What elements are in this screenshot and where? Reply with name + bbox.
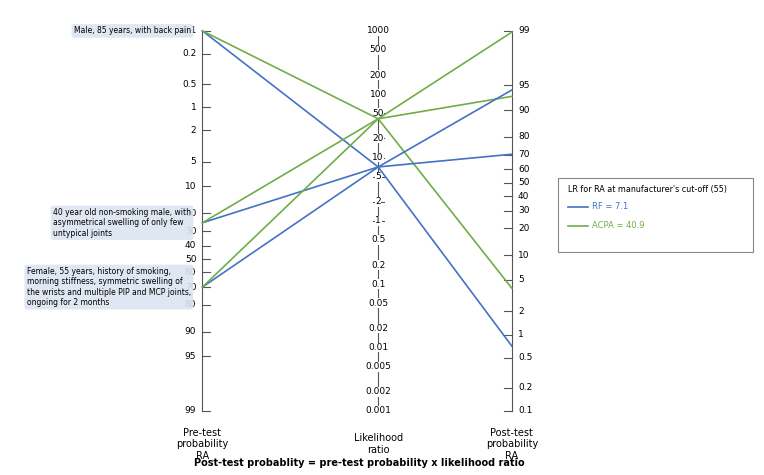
- Text: 5: 5: [190, 157, 196, 166]
- Text: 70: 70: [518, 150, 529, 159]
- Text: Pre-test
probability
RA: Pre-test probability RA: [176, 428, 228, 461]
- Text: 0.2: 0.2: [182, 49, 196, 58]
- Text: 0.2: 0.2: [518, 383, 533, 392]
- Text: 30: 30: [185, 227, 196, 236]
- Text: 2: 2: [375, 197, 381, 206]
- Text: 80: 80: [518, 133, 529, 142]
- Text: 90: 90: [185, 327, 196, 336]
- Text: 0.5: 0.5: [182, 80, 196, 89]
- Text: 0.1: 0.1: [518, 407, 533, 415]
- Text: 40: 40: [185, 241, 196, 250]
- Text: 80: 80: [185, 300, 196, 309]
- Text: LR for RA at manufacturer's cut-off (55): LR for RA at manufacturer's cut-off (55): [568, 185, 727, 194]
- Text: 0.005: 0.005: [365, 362, 391, 371]
- Text: 50: 50: [372, 109, 384, 118]
- Text: 0.002: 0.002: [365, 387, 391, 396]
- Text: 5: 5: [375, 172, 381, 181]
- Text: 60: 60: [185, 268, 196, 277]
- Text: 95: 95: [185, 352, 196, 361]
- Text: 0.02: 0.02: [368, 324, 388, 333]
- Text: 20: 20: [373, 134, 384, 143]
- Text: 99: 99: [185, 407, 196, 415]
- Text: 50: 50: [185, 255, 196, 264]
- Text: 90: 90: [518, 105, 529, 114]
- Text: RF = 7.1: RF = 7.1: [592, 202, 628, 211]
- Text: 1: 1: [190, 103, 196, 112]
- Text: 200: 200: [370, 71, 387, 80]
- Text: Likelihood
ratio: Likelihood ratio: [354, 433, 403, 455]
- Text: 1000: 1000: [367, 27, 390, 35]
- Text: 2: 2: [518, 307, 523, 316]
- Text: Post-test probablity = pre-test probability x likelihood ratio: Post-test probablity = pre-test probabil…: [194, 458, 524, 468]
- Text: 30: 30: [518, 206, 529, 215]
- Text: 99: 99: [518, 27, 529, 35]
- Text: Male, 85 years, with back pain: Male, 85 years, with back pain: [74, 27, 191, 35]
- Text: 10: 10: [185, 182, 196, 191]
- Text: 1: 1: [375, 217, 381, 225]
- Text: 10: 10: [518, 251, 529, 260]
- Text: 5: 5: [518, 276, 524, 285]
- Text: 0.1: 0.1: [371, 280, 385, 289]
- Text: 0.2: 0.2: [371, 261, 385, 270]
- Text: 40 year old non-smoking male, with
asymmetrical swelling of only few
untypical j: 40 year old non-smoking male, with asymm…: [53, 208, 191, 238]
- Text: 0.5: 0.5: [371, 236, 385, 245]
- Text: 95: 95: [518, 81, 529, 90]
- Text: 0.5: 0.5: [518, 353, 533, 362]
- Text: 0.1: 0.1: [182, 27, 196, 35]
- Text: 500: 500: [370, 46, 387, 55]
- Text: 0.01: 0.01: [368, 343, 388, 352]
- Text: 0.001: 0.001: [365, 407, 391, 415]
- Text: 20: 20: [518, 224, 529, 233]
- Text: 40: 40: [518, 191, 529, 200]
- Text: 2: 2: [191, 126, 196, 135]
- Text: 1: 1: [518, 330, 524, 339]
- Text: 50: 50: [518, 178, 529, 187]
- FancyBboxPatch shape: [558, 178, 753, 252]
- Text: Post-test
probability
RA: Post-test probability RA: [486, 428, 538, 461]
- Text: 20: 20: [185, 209, 196, 218]
- Text: ACPA = 40.9: ACPA = 40.9: [592, 221, 645, 230]
- Text: 100: 100: [370, 90, 387, 99]
- Text: 70: 70: [185, 283, 196, 292]
- Text: Female, 55 years, history of smoking,
morning stiffness, symmetric swelling of
t: Female, 55 years, history of smoking, mo…: [27, 267, 191, 307]
- Text: 10: 10: [372, 153, 384, 162]
- Text: 60: 60: [518, 165, 529, 174]
- Text: 0.05: 0.05: [368, 299, 388, 308]
